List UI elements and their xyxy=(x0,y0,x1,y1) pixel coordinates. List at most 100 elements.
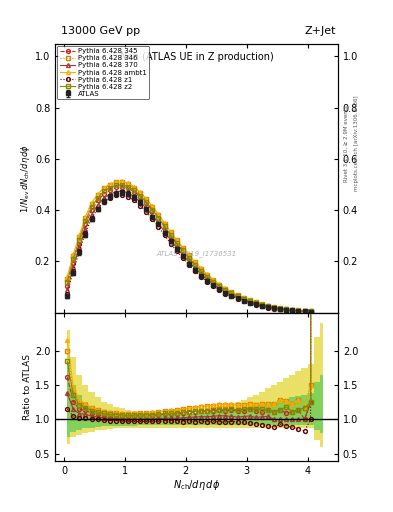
Pythia 6.428 346 xyxy=(144,196,149,202)
Pythia 6.428 z1 xyxy=(138,202,143,208)
Pythia 6.428 z1 xyxy=(95,205,100,211)
Pythia 6.428 ambt1 xyxy=(253,300,258,306)
Pythia 6.428 345 xyxy=(199,268,204,274)
Pythia 6.428 z2 xyxy=(223,287,228,293)
Pythia 6.428 370 xyxy=(193,265,197,271)
Pythia 6.428 370 xyxy=(253,301,258,307)
Pythia 6.428 370 xyxy=(205,276,209,283)
Pythia 6.428 z1 xyxy=(119,191,124,198)
Pythia 6.428 346 xyxy=(77,234,82,240)
Pythia 6.428 345 xyxy=(168,233,173,239)
Pythia 6.428 346 xyxy=(205,271,209,278)
Pythia 6.428 345 xyxy=(65,283,70,289)
Pythia 6.428 370 xyxy=(162,229,167,235)
Pythia 6.428 z1 xyxy=(278,306,283,312)
Pythia 6.428 z2 xyxy=(162,223,167,229)
Line: Pythia 6.428 ambt1: Pythia 6.428 ambt1 xyxy=(65,180,312,313)
Pythia 6.428 z1 xyxy=(101,199,106,205)
Y-axis label: $1/N_{\rm ev}\,dN_{\rm ch}/d\eta\,d\phi$: $1/N_{\rm ev}\,dN_{\rm ch}/d\eta\,d\phi$ xyxy=(19,143,32,213)
Pythia 6.428 ambt1 xyxy=(77,232,82,239)
Pythia 6.428 ambt1 xyxy=(296,307,301,313)
Pythia 6.428 z1 xyxy=(83,230,88,236)
Pythia 6.428 345 xyxy=(71,260,75,266)
Pythia 6.428 z1 xyxy=(217,287,222,293)
Pythia 6.428 346 xyxy=(229,289,234,295)
Pythia 6.428 z2 xyxy=(180,247,185,253)
Pythia 6.428 z2 xyxy=(296,308,301,314)
Pythia 6.428 ambt1 xyxy=(89,200,94,206)
Pythia 6.428 z2 xyxy=(156,215,161,221)
Pythia 6.428 z2 xyxy=(187,255,191,261)
Pythia 6.428 345 xyxy=(223,287,228,293)
Pythia 6.428 ambt1 xyxy=(144,196,149,202)
Pythia 6.428 z2 xyxy=(290,307,295,313)
Pythia 6.428 z2 xyxy=(259,302,264,308)
Pythia 6.428 ambt1 xyxy=(278,305,283,311)
Pythia 6.428 346 xyxy=(126,181,130,187)
Pythia 6.428 ambt1 xyxy=(65,274,70,280)
Pythia 6.428 z2 xyxy=(101,188,106,195)
Pythia 6.428 z2 xyxy=(168,232,173,238)
Pythia 6.428 370 xyxy=(284,307,288,313)
Pythia 6.428 z2 xyxy=(278,306,283,312)
Pythia 6.428 345 xyxy=(101,191,106,197)
Pythia 6.428 z2 xyxy=(217,283,222,289)
Pythia 6.428 370 xyxy=(180,252,185,258)
Pythia 6.428 370 xyxy=(77,244,82,250)
Pythia 6.428 346 xyxy=(290,307,295,313)
Pythia 6.428 345 xyxy=(229,290,234,296)
Pythia 6.428 z2 xyxy=(77,237,82,243)
Pythia 6.428 346 xyxy=(65,276,70,283)
Pythia 6.428 345 xyxy=(162,224,167,230)
Pythia 6.428 ambt1 xyxy=(187,252,191,258)
Pythia 6.428 z2 xyxy=(83,218,88,224)
Pythia 6.428 370 xyxy=(187,259,191,265)
Pythia 6.428 345 xyxy=(284,307,288,313)
Pythia 6.428 z1 xyxy=(259,303,264,309)
Pythia 6.428 z1 xyxy=(205,279,209,285)
Pythia 6.428 ambt1 xyxy=(95,191,100,197)
Pythia 6.428 346 xyxy=(180,245,185,251)
Pythia 6.428 345 xyxy=(150,208,155,214)
Pythia 6.428 346 xyxy=(217,282,222,288)
Pythia 6.428 346 xyxy=(132,184,136,190)
Pythia 6.428 345 xyxy=(83,221,88,227)
Pythia 6.428 346 xyxy=(308,308,313,314)
Pythia 6.428 ambt1 xyxy=(101,185,106,191)
Pythia 6.428 z1 xyxy=(126,194,130,200)
Pythia 6.428 345 xyxy=(217,283,222,289)
Pythia 6.428 z2 xyxy=(272,305,276,311)
Pythia 6.428 346 xyxy=(156,212,161,218)
Pythia 6.428 ambt1 xyxy=(138,189,143,195)
Pythia 6.428 346 xyxy=(241,295,246,301)
Pythia 6.428 346 xyxy=(83,215,88,221)
Pythia 6.428 z1 xyxy=(199,273,204,280)
Text: Nch (ATLAS UE in Z production): Nch (ATLAS UE in Z production) xyxy=(119,52,274,61)
Pythia 6.428 370 xyxy=(266,304,270,310)
Pythia 6.428 345 xyxy=(259,302,264,308)
Pythia 6.428 z2 xyxy=(71,256,75,262)
Pythia 6.428 z2 xyxy=(174,240,179,246)
Pythia 6.428 346 xyxy=(89,201,94,207)
Pythia 6.428 z1 xyxy=(284,307,288,313)
Pythia 6.428 346 xyxy=(302,308,307,314)
Pythia 6.428 345 xyxy=(144,200,149,206)
Pythia 6.428 346 xyxy=(95,191,100,198)
Line: Pythia 6.428 346: Pythia 6.428 346 xyxy=(65,180,312,313)
Pythia 6.428 345 xyxy=(193,262,197,268)
Pythia 6.428 z2 xyxy=(126,183,130,189)
Pythia 6.428 z1 xyxy=(65,290,70,296)
Pythia 6.428 z1 xyxy=(107,195,112,201)
Pythia 6.428 z2 xyxy=(308,308,313,314)
Pythia 6.428 z2 xyxy=(247,298,252,304)
Pythia 6.428 346 xyxy=(247,297,252,304)
Pythia 6.428 z1 xyxy=(247,300,252,306)
Pythia 6.428 z2 xyxy=(199,268,204,274)
Pythia 6.428 z1 xyxy=(168,241,173,247)
Pythia 6.428 z2 xyxy=(107,184,112,190)
Pythia 6.428 345 xyxy=(211,279,216,285)
Pythia 6.428 345 xyxy=(77,241,82,247)
Pythia 6.428 z2 xyxy=(253,300,258,306)
Pythia 6.428 370 xyxy=(156,220,161,226)
Pythia 6.428 370 xyxy=(126,189,130,196)
